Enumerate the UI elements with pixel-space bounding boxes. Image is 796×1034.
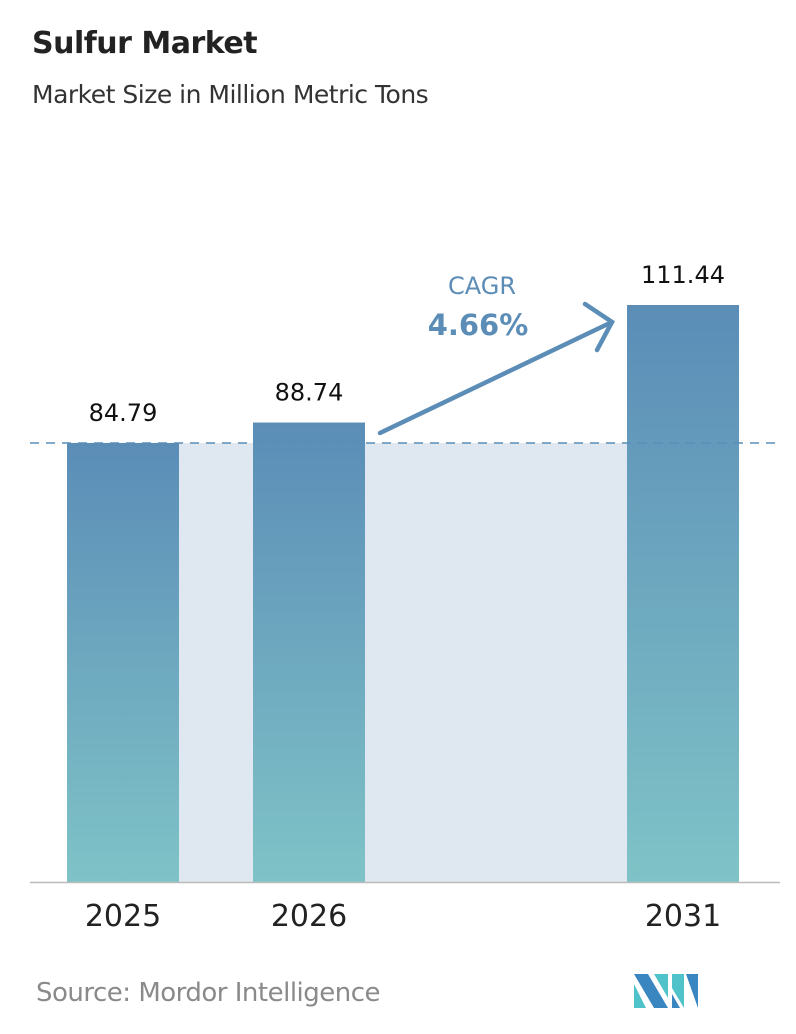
chart-title: Sulfur Market bbox=[32, 26, 258, 61]
cagr-arrow bbox=[377, 301, 615, 436]
source-text: Source: Mordor Intelligence bbox=[36, 978, 381, 1008]
data-label-2025: 84.79 bbox=[89, 399, 158, 427]
x-tick-label-2031: 2031 bbox=[645, 899, 721, 934]
bar-2031 bbox=[627, 305, 739, 882]
bar-2025 bbox=[67, 442, 179, 882]
bar-2026 bbox=[253, 422, 365, 882]
cagr-value: 4.66% bbox=[428, 308, 529, 342]
data-label-2031: 111.44 bbox=[641, 261, 725, 289]
data-label-2026: 88.74 bbox=[275, 379, 344, 407]
chart-subtitle: Market Size in Million Metric Tons bbox=[32, 80, 429, 109]
x-tick-label-2025: 2025 bbox=[85, 899, 161, 934]
x-tick-label-2026: 2026 bbox=[271, 899, 347, 934]
mordor-intelligence-logo bbox=[634, 974, 698, 1008]
cagr-label: CAGR bbox=[448, 272, 516, 300]
